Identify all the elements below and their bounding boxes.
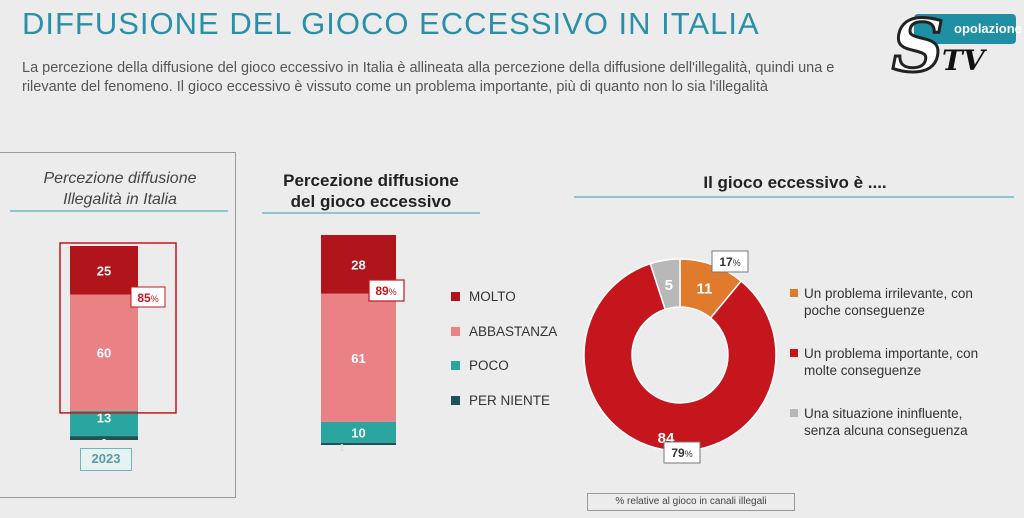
chart-1-title-line-2: Illegalità in Italia	[63, 191, 177, 208]
legend-label: molte conseguenze	[804, 363, 922, 378]
chart-1-title-line-1: Percezione diffusione	[43, 170, 197, 187]
chart-1-title: Percezione diffusione Illegalità in Ital…	[10, 168, 230, 210]
legend-swatch	[451, 361, 460, 370]
bar-value-label: 10	[351, 425, 365, 440]
donut-legend-item-1: Un problema irrilevante, con poche conseg…	[790, 285, 1010, 319]
legend-label: PER NIENTE	[469, 392, 551, 408]
donut-legend-item-3: Una situazione ininfluente, senza alcuna …	[790, 405, 1010, 439]
total-callout: 89%	[375, 284, 396, 298]
chart-2-title: Percezione diffusione del gioco eccessiv…	[258, 170, 484, 212]
bar-segment-abbastanza	[321, 293, 396, 422]
donut-legend-item-2: Un problema importante, con molte consegu…	[790, 345, 1010, 379]
legend-label: POCO	[469, 358, 509, 373]
bar-segment-abbastanza	[70, 294, 138, 411]
legend-label: ABBASTANZA	[469, 323, 558, 339]
subtitle-line-1: La percezione della diffusione del gioco…	[22, 60, 835, 76]
legend-swatch	[451, 292, 460, 301]
bar-value-label: 60	[97, 346, 111, 361]
illegality-panel	[0, 152, 236, 498]
bar-value-label: 61	[351, 351, 365, 366]
page-subtitle: La percezione della diffusione del gioco…	[22, 59, 902, 97]
legend-swatch	[451, 326, 460, 336]
donut-callout-box	[663, 441, 701, 464]
bar-value-label: 25	[97, 263, 111, 278]
legend-swatch	[451, 395, 460, 405]
bar-segment-poco	[321, 421, 396, 443]
chart-2-title-line-1: Percezione diffusione	[283, 171, 459, 190]
bar-value-label: 2	[101, 438, 107, 449]
chart-3-title: Il gioco eccessivo è ....	[703, 173, 887, 192]
donut-slice-2	[583, 262, 777, 452]
chart-footnote: % relative al gioco in canali illegali	[587, 493, 795, 511]
logo-s: S	[891, 3, 946, 88]
legend-swatch	[790, 409, 798, 417]
bar-segment-per-niente	[70, 436, 138, 440]
legend-label: Un problema irrilevante, con	[804, 286, 973, 301]
legend-label: senza alcuna conseguenza	[804, 423, 968, 438]
channel-badge: opolazione	[914, 14, 1022, 44]
legend-item-molto: MOLTO	[451, 289, 516, 304]
legend-item-abbastanza: ABBASTANZA	[451, 324, 557, 339]
chart-2-svg: 28 61 10 1 89%	[321, 235, 405, 454]
total-callout: 85%	[137, 291, 158, 305]
chart-2-title-rule	[262, 212, 480, 214]
bar-segment-poco	[70, 410, 138, 437]
donut-callout-box	[711, 250, 749, 273]
subtitle-line-2: rilevante del fenomeno. Il gioco eccessi…	[22, 79, 768, 95]
bar-segment-molto	[70, 246, 138, 295]
chart-1-svg: 25 60 13 2 85%	[59, 242, 177, 449]
bar-value-label: 1	[339, 443, 345, 454]
donut-value-label: 5	[665, 277, 673, 294]
donut-value-label: 11	[696, 280, 712, 297]
legend-label: MOLTO	[469, 289, 516, 304]
highlight-box	[59, 242, 177, 414]
legend-swatch	[790, 349, 798, 357]
bar-segment-per-niente	[321, 442, 396, 445]
total-callout-box	[368, 279, 405, 302]
donut-callout: 17%	[719, 255, 740, 269]
legend-item-per-niente: PER NIENTE	[451, 393, 550, 408]
chart-2-title-line-2: del gioco eccessivo	[290, 192, 452, 211]
year-label: 2023	[80, 448, 132, 471]
legend-label: Un problema importante, con	[804, 346, 979, 361]
donut-callout: 79%	[671, 446, 692, 460]
channel-logo: S TV	[886, 4, 985, 88]
page-title: DIFFUSIONE DEL GIOCO ECCESSIVO IN ITALIA	[22, 6, 760, 41]
bar-value-label: 13	[97, 411, 111, 426]
legend-item-poco: POCO	[451, 358, 509, 373]
legend-label: poche conseguenze	[804, 303, 925, 318]
legend-swatch	[790, 289, 798, 297]
chart-3-title-rule	[574, 196, 1014, 198]
chart-1-title-rule	[10, 210, 228, 212]
legend-label: Una situazione ininfluente,	[804, 406, 963, 421]
donut-slice-3	[649, 258, 681, 311]
bar-value-label: 28	[351, 257, 365, 272]
total-callout-box	[130, 286, 166, 308]
logo-tv: TV	[942, 44, 985, 77]
